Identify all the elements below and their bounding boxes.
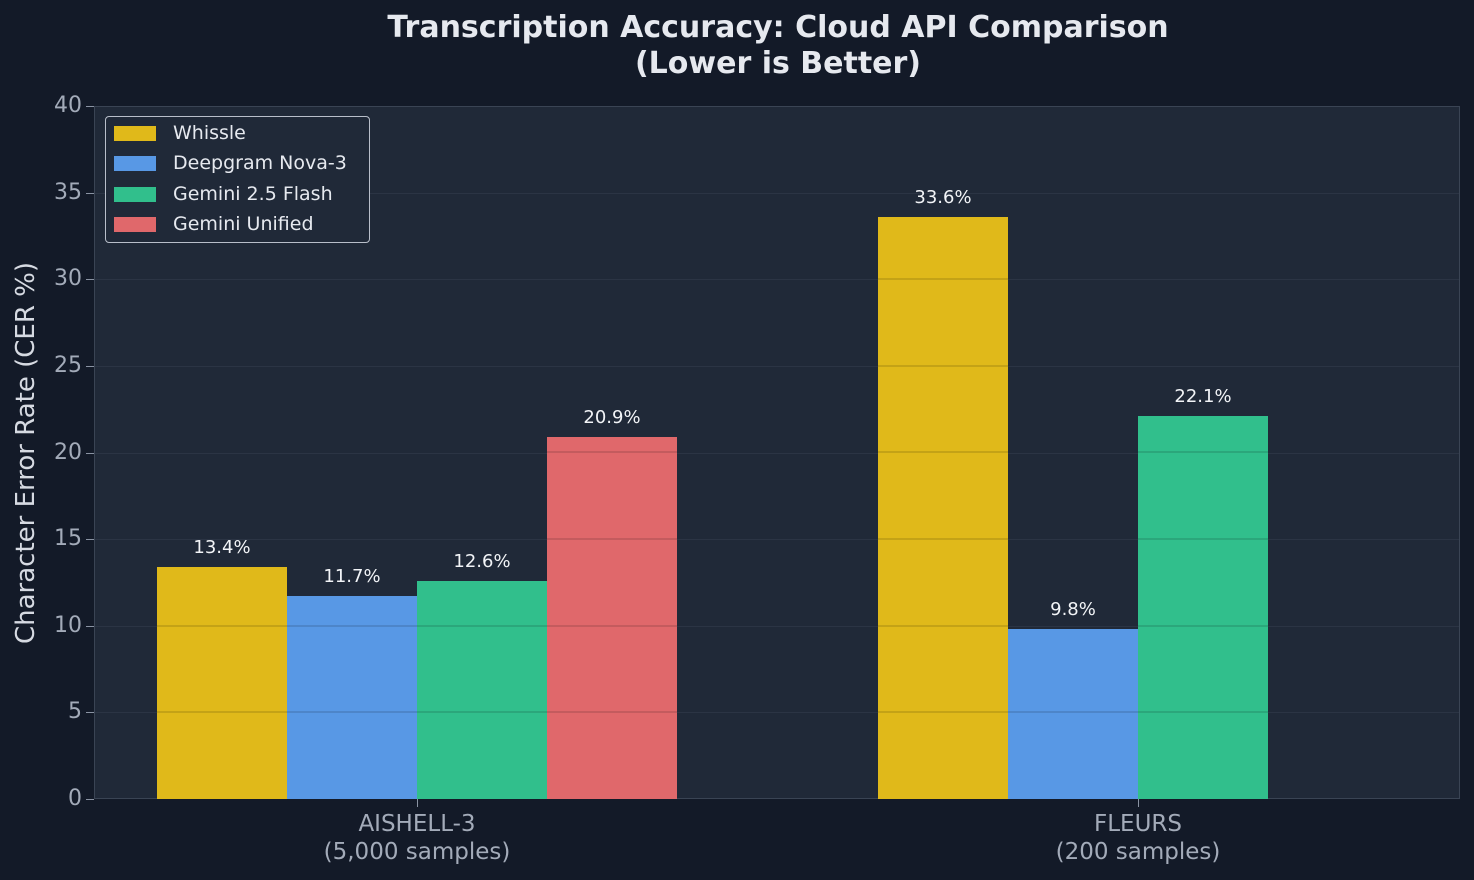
gridline xyxy=(95,365,1459,367)
gridline-overlay xyxy=(878,711,1008,714)
gridline-overlay xyxy=(878,278,1008,281)
value-label: 13.4% xyxy=(193,536,251,558)
y-tick-label: 10 xyxy=(54,612,82,638)
gridline-overlay xyxy=(287,711,417,714)
chart-title: Transcription Accuracy: Cloud API Compar… xyxy=(0,10,1474,82)
y-tick-mark xyxy=(86,279,94,281)
y-tick-mark xyxy=(86,365,94,367)
bar-deepgram-nova-3 xyxy=(1008,629,1138,799)
x-tick-label: AISHELL-3 (5,000 samples) xyxy=(267,810,567,866)
bar-gemini-2-5-flash xyxy=(417,580,547,799)
gridline-overlay xyxy=(417,711,547,714)
gridline-overlay xyxy=(547,451,677,454)
y-tick-label: 35 xyxy=(54,179,82,205)
x-tick-label-line: (200 samples) xyxy=(1055,839,1221,865)
y-tick-mark xyxy=(86,712,94,714)
value-label: 12.6% xyxy=(453,550,511,572)
y-tick-mark xyxy=(86,539,94,541)
gridline-overlay xyxy=(878,451,1008,454)
gridline-overlay xyxy=(1138,538,1268,541)
chart-title-line-1: Transcription Accuracy: Cloud API Compar… xyxy=(387,10,1169,45)
y-axis-title: Character Error Rate (CER %) xyxy=(11,261,41,645)
legend-swatch-gemini-2-5-flash xyxy=(114,186,156,202)
gridline xyxy=(95,452,1459,454)
gridline xyxy=(95,539,1459,541)
gridline-overlay xyxy=(1138,624,1268,627)
x-tick-mark xyxy=(1138,799,1139,807)
legend-label: Gemini 2.5 Flash xyxy=(173,183,333,205)
x-tick-label-line: (5,000 samples) xyxy=(323,839,511,865)
y-tick-mark xyxy=(86,452,94,454)
y-tick-label: 25 xyxy=(54,352,82,378)
value-label: 33.6% xyxy=(914,186,972,208)
gridline xyxy=(95,192,1459,194)
value-label: 11.7% xyxy=(323,566,381,588)
y-tick-mark xyxy=(86,625,94,627)
gridline-overlay xyxy=(878,364,1008,367)
gridline xyxy=(95,712,1459,714)
y-tick-mark xyxy=(86,106,94,107)
legend-item-deepgram-nova-3: Deepgram Nova-3 xyxy=(114,151,347,175)
y-tick-label: 15 xyxy=(54,526,82,552)
y-tick-label: 30 xyxy=(54,266,82,292)
legend-item-gemini-2-5-flash: Gemini 2.5 Flash xyxy=(114,182,333,206)
gridline xyxy=(95,279,1459,281)
y-tick-label: 20 xyxy=(54,439,82,465)
bar-whissle xyxy=(157,566,287,799)
y-tick-label: 40 xyxy=(54,93,82,118)
legend-swatch-gemini-unified xyxy=(114,216,156,232)
chart-title-line-2: (Lower is Better) xyxy=(634,46,922,81)
x-tick-label-line: FLEURS xyxy=(1094,811,1182,837)
y-tick-label: 0 xyxy=(68,786,82,811)
legend: Whissle Deepgram Nova-3 Gemini 2.5 Flash… xyxy=(105,116,370,243)
legend-item-gemini-unified: Gemini Unified xyxy=(114,212,314,236)
gridline-overlay xyxy=(547,624,677,627)
gridline xyxy=(95,625,1459,627)
legend-label: Deepgram Nova-3 xyxy=(173,152,347,174)
y-tick-label: 5 xyxy=(68,699,82,725)
gridline-overlay xyxy=(417,624,547,627)
legend-label: Gemini Unified xyxy=(173,213,314,235)
bar-gemini-unified xyxy=(547,436,677,799)
bar-whissle xyxy=(878,216,1008,799)
gridline-overlay xyxy=(878,624,1008,627)
legend-item-whissle: Whissle xyxy=(114,121,246,145)
gridline-overlay xyxy=(547,711,677,714)
gridline-overlay xyxy=(547,538,677,541)
gridline-overlay xyxy=(878,538,1008,541)
y-tick-mark xyxy=(86,192,94,194)
value-label: 9.8% xyxy=(1050,599,1096,621)
x-tick-mark xyxy=(417,799,418,807)
value-label: 20.9% xyxy=(583,406,641,428)
gridline-overlay xyxy=(157,624,287,627)
gridline-overlay xyxy=(157,711,287,714)
legend-swatch-whissle xyxy=(114,125,156,141)
bar-gemini-2-5-flash xyxy=(1138,416,1268,799)
x-tick-label-line: AISHELL-3 xyxy=(358,811,476,837)
legend-label: Whissle xyxy=(173,122,246,144)
y-tick-mark xyxy=(86,799,94,800)
gridline-overlay xyxy=(1008,711,1138,714)
value-label: 22.1% xyxy=(1174,386,1232,408)
gridline-overlay xyxy=(287,624,417,627)
x-tick-label: FLEURS (200 samples) xyxy=(988,810,1288,866)
legend-swatch-deepgram-nova-3 xyxy=(114,155,156,171)
bar-deepgram-nova-3 xyxy=(287,596,417,799)
gridline-overlay xyxy=(1138,451,1268,454)
gridline-overlay xyxy=(1138,711,1268,714)
